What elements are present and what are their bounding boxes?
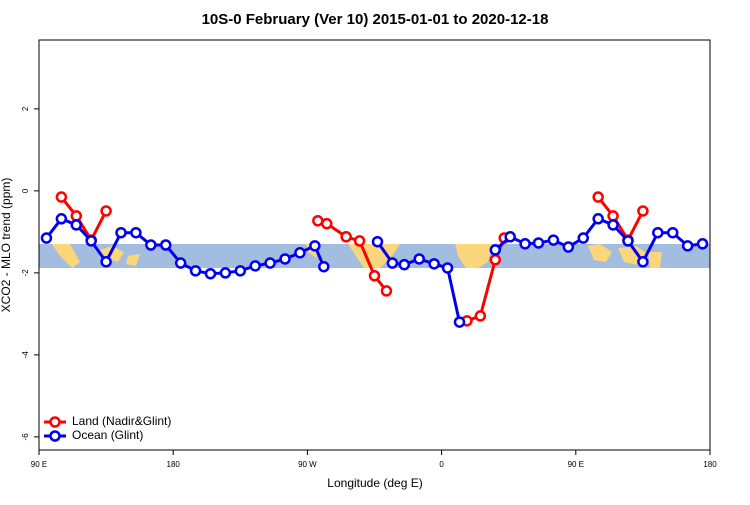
data-point — [577, 232, 590, 244]
y-axis-label: XCO2 - MLO trend (ppm) — [0, 178, 13, 313]
data-point — [318, 260, 330, 273]
data-point — [489, 244, 502, 256]
x-tick-label: 90 E — [568, 460, 584, 469]
data-point — [453, 316, 466, 328]
data-point — [309, 240, 321, 252]
data-point — [55, 213, 68, 225]
data-point — [489, 254, 502, 266]
data-point — [637, 256, 649, 268]
x-tick-label: 0 — [439, 460, 444, 469]
x-tick-label: 180 — [703, 460, 717, 469]
y-tick-label: 2 — [21, 106, 30, 111]
data-point — [607, 210, 619, 222]
data-point — [532, 237, 545, 249]
data-point — [368, 270, 381, 282]
data-point — [441, 262, 454, 274]
data-point — [279, 253, 291, 265]
land-shape — [52, 244, 662, 268]
data-point — [353, 235, 366, 247]
data-point — [264, 257, 276, 269]
data-point — [547, 234, 560, 246]
legend-label: Land (Nadir&Glint) — [72, 414, 171, 428]
y-tick-label: -2 — [21, 269, 30, 277]
y-tick-label: 0 — [21, 188, 30, 193]
data-point — [681, 240, 694, 252]
data-point — [159, 239, 172, 251]
data-point — [519, 238, 531, 250]
data-point — [607, 219, 619, 231]
data-point — [474, 310, 487, 322]
data-point — [40, 232, 53, 244]
data-point — [592, 213, 604, 225]
chart-title: 10S-0 February (Ver 10) 2015-01-01 to 20… — [202, 11, 549, 28]
data-point — [504, 231, 516, 243]
data-point — [189, 265, 202, 277]
data-point — [100, 205, 112, 217]
x-tick-label: 90 E — [31, 460, 47, 469]
data-point — [696, 238, 709, 250]
data-point — [622, 235, 634, 247]
series-line — [60, 196, 645, 323]
legend-marker — [49, 416, 61, 428]
data-point — [249, 260, 261, 272]
data-point — [234, 265, 247, 277]
data-point — [637, 205, 649, 217]
x-tick-label: 90 W — [298, 460, 317, 469]
legend-marker — [49, 430, 61, 442]
data-point — [413, 253, 425, 265]
data-point — [70, 219, 83, 231]
y-tick-label: -4 — [21, 351, 30, 359]
x-tick-label: 180 — [167, 460, 181, 469]
data-point — [321, 217, 333, 230]
data-point — [145, 239, 157, 251]
data-point — [130, 226, 142, 239]
data-point — [428, 258, 440, 270]
data-point — [371, 235, 384, 248]
data-point — [386, 257, 399, 269]
data-point — [204, 267, 217, 280]
data-point — [380, 285, 393, 297]
legend-label: Ocean (Glint) — [72, 428, 143, 442]
plot-frame — [38, 39, 711, 451]
data-point — [85, 235, 97, 247]
map-strip — [39, 244, 710, 268]
data-point — [70, 210, 83, 222]
data-point — [592, 191, 604, 203]
x-axis-label: Longitude (deg E) — [327, 476, 422, 490]
data-point — [398, 258, 411, 271]
data-point — [174, 257, 187, 269]
data-point — [340, 231, 352, 243]
data-point — [115, 226, 127, 239]
data-point — [562, 241, 575, 253]
data-point — [219, 267, 232, 279]
data-point — [100, 256, 112, 268]
data-point — [294, 247, 306, 259]
data-point — [55, 191, 68, 203]
data-point — [666, 226, 679, 239]
y-tick-label: -6 — [21, 433, 30, 441]
data-point — [312, 215, 324, 227]
data-point — [652, 226, 664, 239]
